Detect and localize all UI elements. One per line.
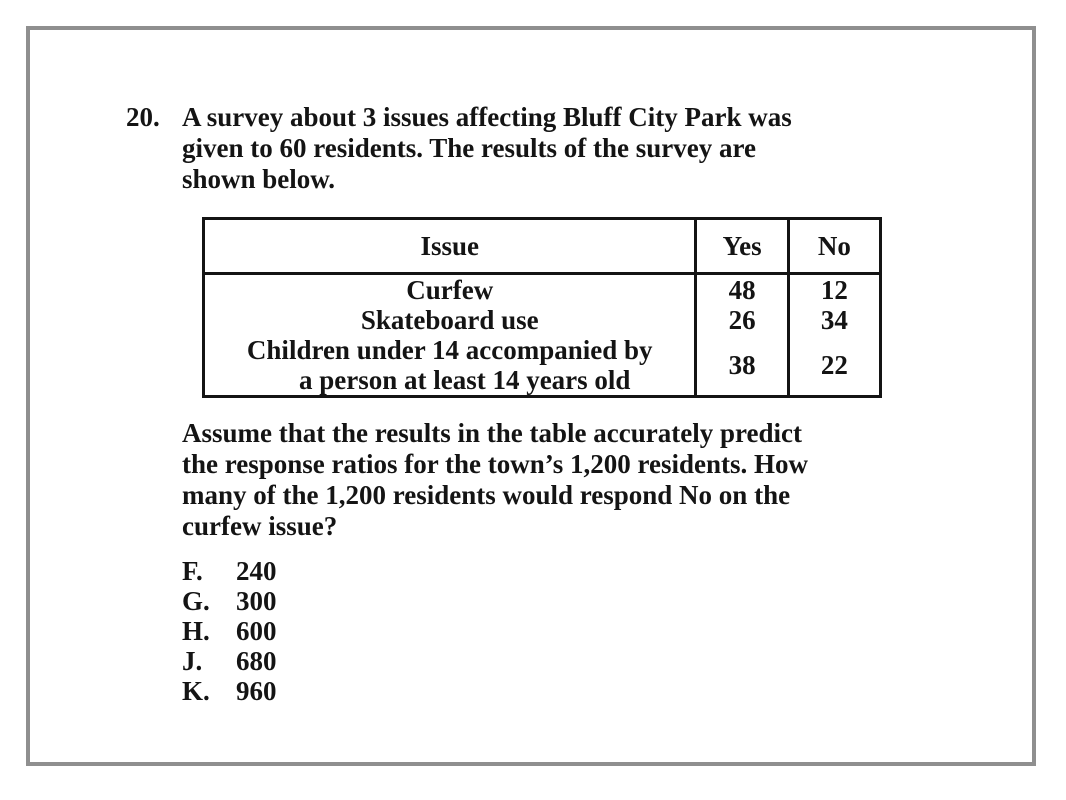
choice-value: 600 — [236, 616, 277, 646]
followup-line: Assume that the results in the table acc… — [182, 418, 802, 448]
choice-letter: K. — [182, 676, 210, 706]
choice-g[interactable]: G. 300 — [182, 586, 902, 616]
choice-letter: G. — [182, 586, 210, 616]
question-block: 20. A survey about 3 issues affecting Bl… — [126, 102, 902, 706]
survey-results-table: Issue Yes No Curfew Skateboard use Child… — [202, 217, 882, 398]
yes-column: 48 26 38 — [694, 273, 789, 397]
followup-line: curfew issue? — [182, 511, 338, 541]
followup-line: many of the 1,200 residents would respon… — [182, 480, 791, 510]
page-frame: 20. A survey about 3 issues affecting Bl… — [26, 26, 1036, 766]
followup-line: the response ratios for the town’s 1,200… — [182, 449, 808, 479]
no-children: 22 — [820, 350, 848, 380]
header-issue: Issue — [420, 230, 479, 261]
table-body-row: Curfew Skateboard use Children under 14 … — [204, 273, 881, 397]
yes-skateboard: 26 — [728, 305, 756, 335]
no-column: 12 34 22 — [786, 273, 881, 397]
issue-children-line1: Children under 14 accompanied by — [246, 335, 653, 365]
choice-value: 240 — [236, 556, 277, 586]
issue-column: Curfew Skateboard use Children under 14 … — [204, 274, 696, 397]
header-yes: Yes — [694, 218, 789, 274]
no-skateboard: 34 — [820, 305, 848, 335]
choice-f[interactable]: F. 240 — [182, 556, 902, 586]
issue-curfew: Curfew — [406, 275, 494, 305]
stem-line: given to 60 residents. The results of th… — [182, 133, 756, 163]
table-header-row: Issue Yes No — [203, 218, 881, 274]
choice-value: 680 — [236, 646, 277, 676]
header-no: No — [786, 218, 881, 274]
choice-value: 300 — [236, 586, 277, 616]
question-stem: A survey about 3 issues affecting Bluff … — [182, 102, 902, 195]
choice-h[interactable]: H. 600 — [182, 616, 902, 646]
stem-line: shown below. — [182, 164, 336, 194]
choice-letter: F. — [182, 556, 203, 586]
issue-children-line2: a person at least 14 years old — [298, 365, 631, 395]
stem-line: A survey about 3 issues affecting Bluff … — [182, 102, 792, 132]
issue-skateboard: Skateboard use — [360, 305, 539, 335]
choice-value: 960 — [236, 676, 277, 706]
choice-k[interactable]: K. 960 — [182, 676, 902, 706]
choice-letter: H. — [182, 616, 210, 646]
choice-letter: J. — [182, 646, 203, 676]
question-number: 20. — [126, 102, 160, 132]
followup-question: Assume that the results in the table acc… — [182, 418, 902, 542]
yes-children: 38 — [728, 350, 756, 380]
no-curfew: 12 — [820, 275, 848, 305]
answer-choices: F. 240 G. 300 H. 600 J. 680 K. 960 — [182, 556, 902, 706]
yes-curfew: 48 — [728, 275, 756, 305]
choice-j[interactable]: J. 680 — [182, 646, 902, 676]
